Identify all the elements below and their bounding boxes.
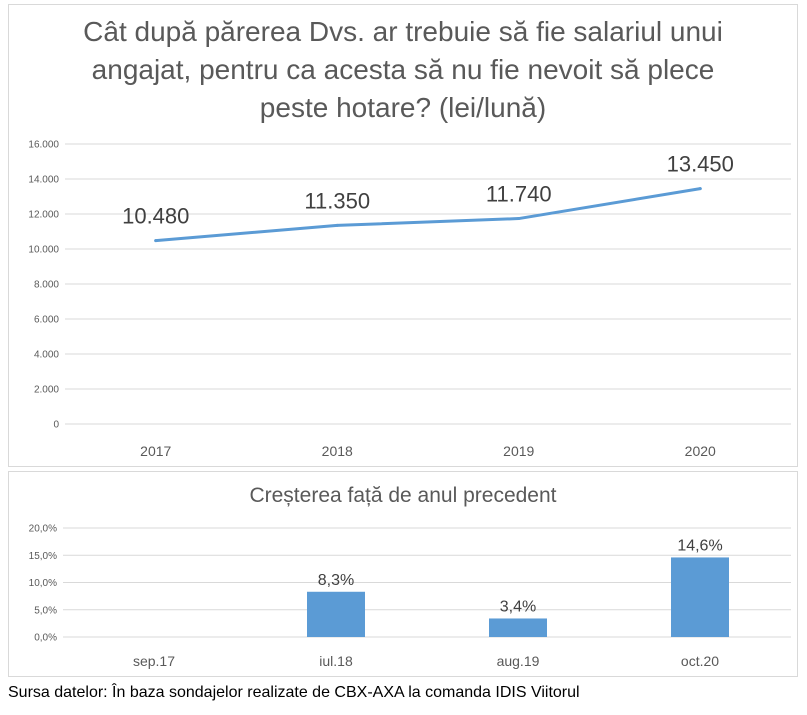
y-tick-label: 14.000 <box>28 175 59 186</box>
y-tick-label: 10.000 <box>28 245 59 256</box>
salary-point <box>335 223 339 227</box>
bar-chart-title: Creșterea față de anul precedent <box>249 484 557 507</box>
y-tick-label: 15,0% <box>29 551 57 562</box>
y-tick-label: 8.000 <box>34 280 59 291</box>
x-tick-label: 2019 <box>503 443 534 459</box>
x-tick-label: 2020 <box>685 443 716 459</box>
salary-point <box>154 239 158 243</box>
growth-data-label: 8,3% <box>318 572 354 589</box>
growth-bar <box>671 557 729 637</box>
x-tick-label: iul.18 <box>319 653 353 669</box>
salary-series-line <box>154 187 702 243</box>
y-tick-label: 0 <box>53 420 59 431</box>
y-tick-label: 6.000 <box>34 315 59 326</box>
x-tick-label: 2017 <box>140 443 171 459</box>
source-note: Sursa datelor: În baza sondajelor realiz… <box>8 684 580 701</box>
growth-bar <box>489 618 547 637</box>
x-tick-label: oct.20 <box>681 653 719 669</box>
growth-data-label: 14,6% <box>677 537 722 554</box>
bar-chart-panel: Creșterea față de anul precedent 0,0% 5,0… <box>8 471 798 677</box>
growth-data-label: 3,4% <box>500 598 536 615</box>
line-chart-panel: Cât după părerea Dvs. ar trebuie să fie … <box>8 4 798 467</box>
y-tick-label: 10,0% <box>29 578 57 589</box>
y-tick-label: 0,0% <box>34 633 57 644</box>
salary-point <box>698 187 702 191</box>
x-tick-label: 2018 <box>322 443 353 459</box>
salary-data-label: 13.450 <box>667 152 734 177</box>
salary-data-label: 11.350 <box>304 188 370 213</box>
y-tick-label: 16.000 <box>28 140 59 151</box>
line-chart-title: Cât după părerea Dvs. ar trebuie să fie … <box>83 16 723 123</box>
x-tick-label: aug.19 <box>497 653 540 669</box>
y-tick-label: 2.000 <box>34 385 59 396</box>
x-tick-label: sep.17 <box>133 653 175 669</box>
salary-point <box>517 217 521 221</box>
growth-bar <box>307 591 365 637</box>
line-chart-svg: 0 2.000 4.000 6.000 8.000 10.000 12.000 14.000 1… <box>28 140 791 459</box>
y-tick-label: 20,0% <box>29 524 57 535</box>
salary-data-label: 10.480 <box>122 204 189 229</box>
salary-data-label: 11.740 <box>486 182 552 207</box>
y-tick-label: 12.000 <box>28 210 59 221</box>
bar-chart-svg: 0,0% 5,0% 10,0% 15,0% 20,0% 8,3% 3,4% 14,6% sep.… <box>29 524 791 669</box>
y-tick-label: 5,0% <box>34 605 57 616</box>
y-tick-label: 4.000 <box>34 350 59 361</box>
